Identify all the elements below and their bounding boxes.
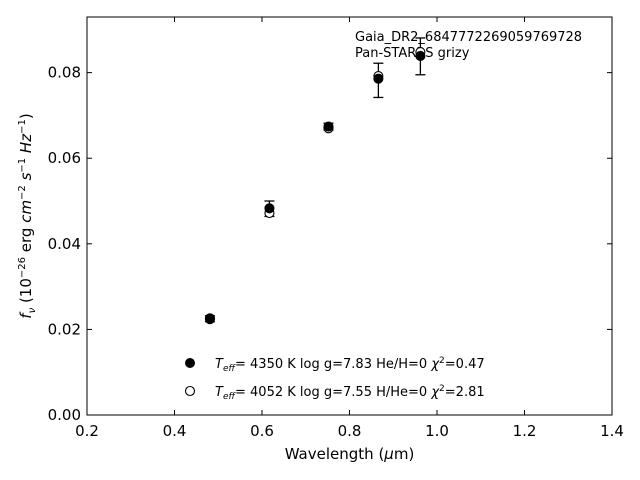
annotation-source-id: Gaia_DR2_6847772269059769728: [355, 30, 582, 45]
x-tick-label: 0.6: [250, 422, 274, 440]
y-tick-label: 0.08: [48, 64, 81, 82]
legend-entry-2: Teff= 4052 K log g=7.55 H/He=0 χ2=2.81: [215, 384, 485, 402]
y-axis-label: fν (10−26 erg cm−2 s−1 Hz−1): [17, 113, 38, 318]
model-point-filled: [373, 73, 384, 84]
error-bars: [204, 37, 426, 323]
legend-entry-1: Teff= 4350 K log g=7.83 He/H=0 χ2=0.47: [215, 356, 485, 374]
x-tick-label: 0.4: [163, 422, 187, 440]
y-tick-label: 0.04: [48, 235, 81, 253]
legend: Teff= 4350 K log g=7.83 He/H=0 χ2=0.47 T…: [184, 356, 485, 402]
x-tick-label: 1.2: [513, 422, 537, 440]
legend-marker-open: [184, 385, 196, 397]
y-tick-label: 0.00: [48, 406, 81, 424]
model-point-filled: [415, 50, 426, 61]
x-tick-label: 1.4: [600, 422, 624, 440]
x-axis-ticks: 0.2 0.4 0.6 0.8 1.0 1.2 1.4: [75, 17, 624, 440]
annotation-survey: Pan-STARRS grizy: [355, 46, 470, 61]
y-tick-label: 0.02: [48, 320, 81, 338]
plot-frame: [86, 16, 613, 416]
legend-marker-filled: [185, 358, 195, 368]
data-points: [204, 47, 426, 325]
model-point-filled: [204, 313, 215, 324]
model-point-filled: [323, 121, 334, 132]
model-point-filled: [264, 203, 275, 214]
y-axis-ticks: 0.00 0.02 0.04 0.06 0.08: [48, 64, 612, 424]
x-axis-label: Wavelength (μm): [285, 445, 415, 463]
x-tick-label: 0.2: [75, 422, 99, 440]
x-tick-label: 1.0: [425, 422, 449, 440]
x-tick-label: 0.8: [338, 422, 362, 440]
y-tick-label: 0.06: [48, 149, 81, 167]
